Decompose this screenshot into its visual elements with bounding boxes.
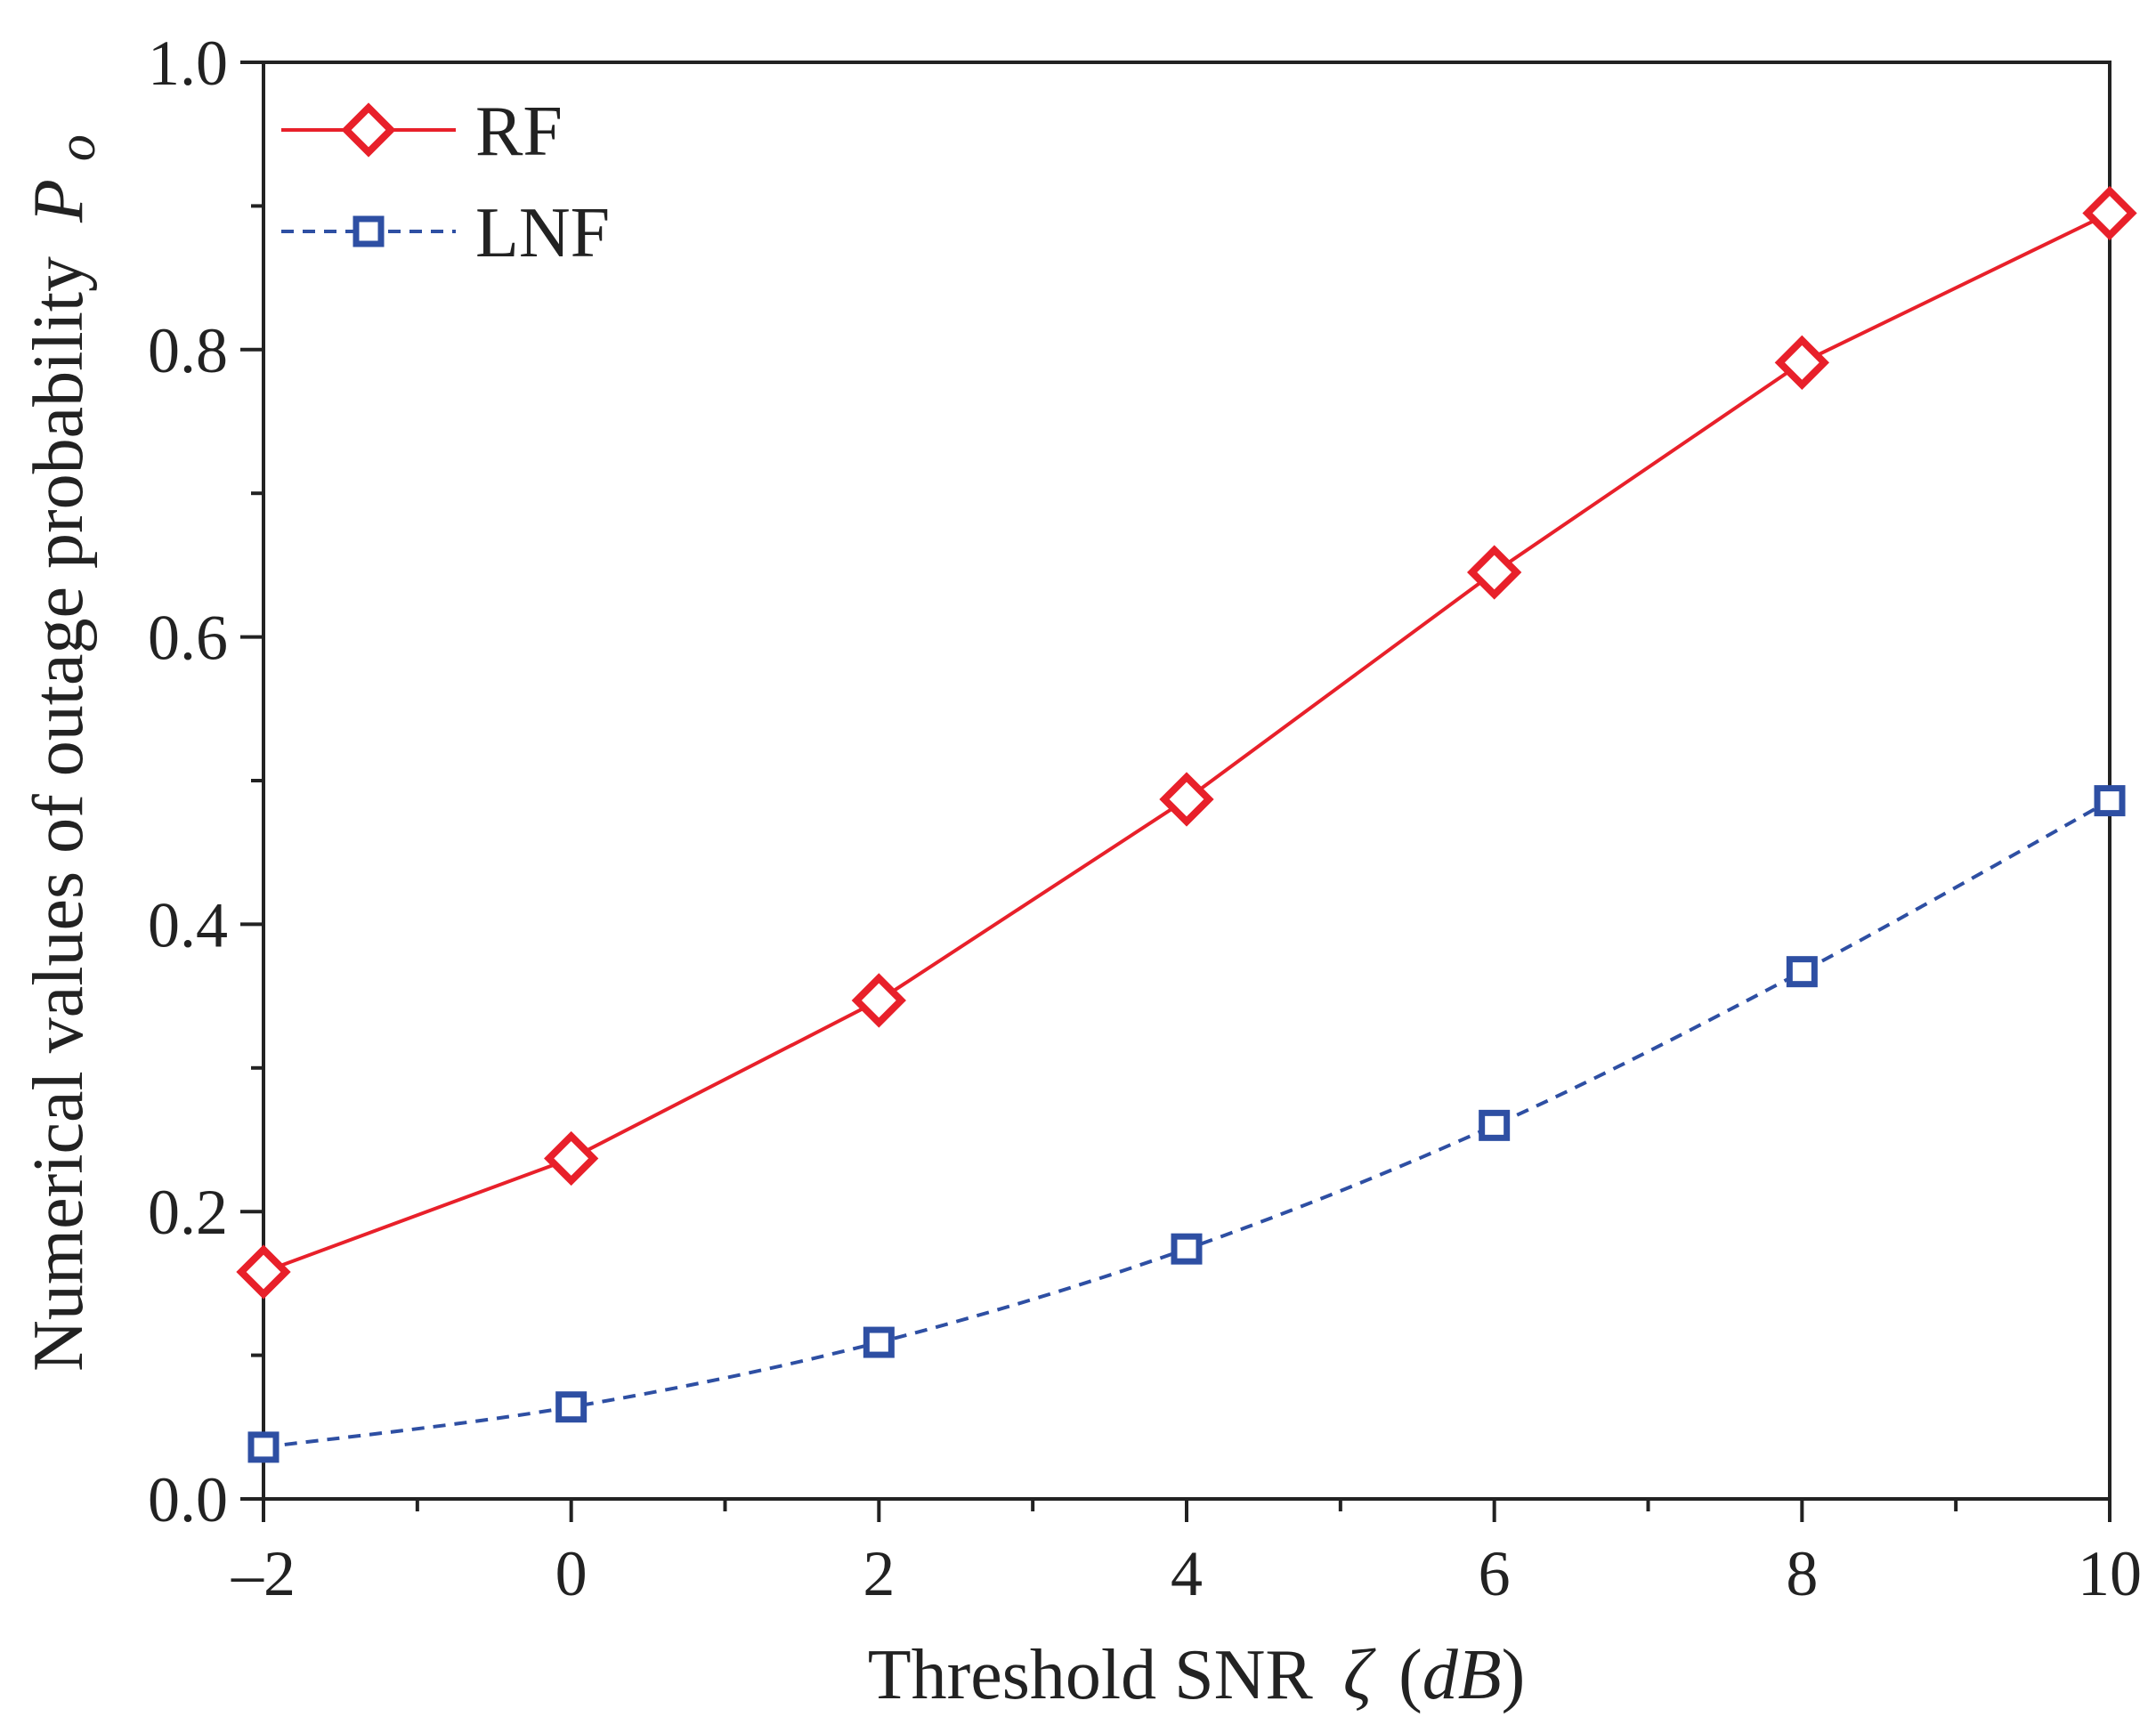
y-tick-label: 0.0 [148,1464,228,1535]
data-point-rf [1774,335,1829,390]
y-tick-label: 1.0 [148,28,228,99]
y-axis-title-text: Numerical values of outage probability [20,256,98,1372]
x-tick-label: –2 [231,1538,296,1609]
legend-marker-lnf [353,215,385,247]
x-axis-title-symbol: ζ [1343,1636,1376,1714]
data-point-lnf [2094,785,2126,817]
data-point-lnf [1171,1233,1203,1265]
series-line-lnf [263,798,2111,1449]
data-point-lnf [863,1326,895,1358]
x-tick-label: 0 [555,1538,588,1609]
series-rf [236,185,2137,1300]
x-tick-label: 4 [1171,1538,1203,1609]
y-tick-label: 0.8 [148,315,228,386]
x-axis-title: Threshold SNR ζ (dB) [868,1636,1526,1714]
x-tick-label: 2 [863,1538,895,1609]
legend-marker-rf [341,102,396,158]
axis-ticks [240,61,2111,1522]
data-point-rf [1159,772,1214,827]
data-point-lnf [1479,1109,1511,1141]
data-point-lnf [555,1391,588,1423]
x-tick-label: 10 [2078,1538,2142,1609]
x-tick-label: 6 [1479,1538,1511,1609]
series-lnf [247,785,2126,1463]
y-tick-label: 0.2 [148,1177,228,1248]
legend: RF LNF [281,93,610,272]
y-axis-title-subscript: o [47,134,106,161]
y-axis-title-symbol: P [20,179,98,223]
y-tick-label: 0.6 [148,603,228,674]
legend-label-lnf: LNF [475,194,610,272]
y-tick-label: 0.4 [148,889,228,960]
legend-label-rf: RF [475,93,563,171]
series-layer [236,185,2137,1463]
series-line-rf [263,211,2111,1274]
data-point-rf [544,1130,599,1186]
x-axis-title-unit: (dB) [1398,1636,1525,1714]
data-point-rf [851,973,906,1028]
data-point-lnf [1786,956,1818,988]
data-point-rf [2082,185,2137,241]
x-axis-title-text: Threshold SNR [868,1636,1314,1714]
axis-tick-labels: –2 0 2 4 6 8 10 0.0 0.2 0.4 0.6 0.8 1.0 [148,28,2142,1609]
x-tick-label: 8 [1786,1538,1818,1609]
y-axis-title: Numerical values of outage probability P… [20,134,106,1372]
data-point-rf [236,1244,291,1300]
data-point-lnf [247,1431,280,1463]
data-point-rf [1467,545,1522,600]
